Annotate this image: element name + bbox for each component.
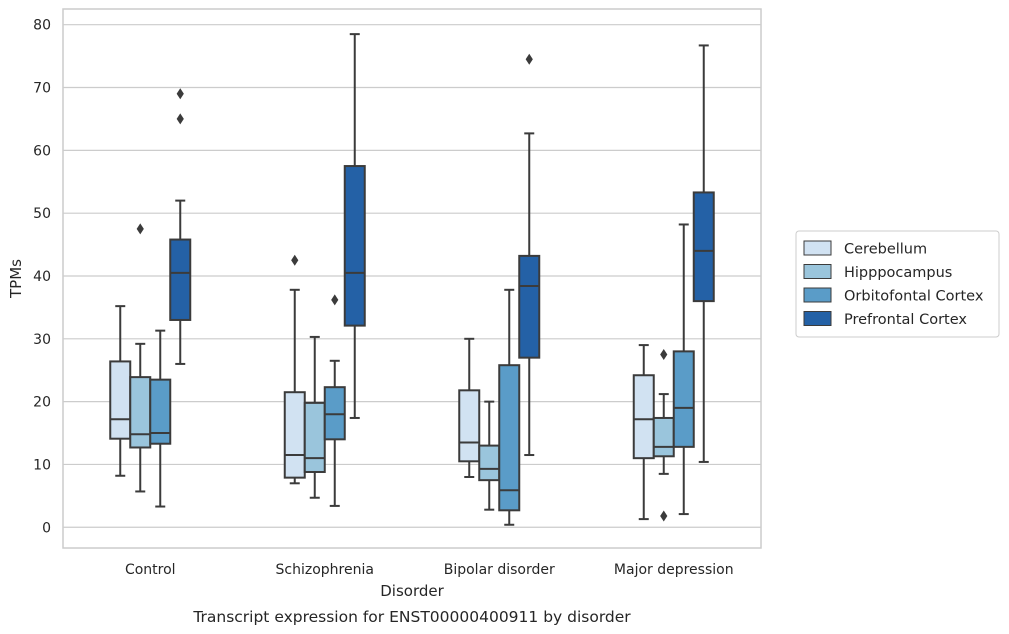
box-orbitofontal-cortex [498, 288, 521, 526]
interquartile-box [692, 191, 715, 303]
interquartile-box [303, 401, 326, 473]
y-tick-label: 20 [33, 395, 51, 411]
interquartile-box [109, 360, 132, 440]
interquartile-box [632, 374, 655, 460]
interquartile-box [169, 238, 192, 321]
box-cerebellum [109, 305, 132, 477]
interquartile-box [283, 391, 306, 479]
legend-label: Hipppocampus [844, 265, 952, 281]
y-tick-label: 40 [33, 269, 51, 285]
box-cerebellum [283, 254, 306, 485]
y-tick-label: 30 [33, 332, 51, 348]
interquartile-box [129, 376, 152, 449]
box-hipppocampus [303, 335, 326, 499]
legend-label: Cerebellum [844, 242, 927, 258]
legend-label: Prefrontal Cortex [844, 312, 967, 328]
y-tick-labels: 0 10 20 30 40 50 60 70 80 [33, 18, 51, 537]
box-hipppocampus [478, 400, 501, 511]
box-cerebellum [632, 344, 655, 521]
box-orbitofontal-cortex [672, 223, 695, 516]
interquartile-box [343, 165, 366, 327]
outlier-point [331, 294, 339, 306]
box-orbitofontal-cortex [323, 294, 346, 507]
interquartile-box [149, 378, 172, 445]
x-tick-label: Bipolar disorder [444, 562, 555, 578]
box-hipppocampus [129, 223, 152, 493]
outlier-point [660, 510, 668, 522]
y-tick-label: 80 [33, 18, 51, 34]
legend: Cerebellum Hipppocampus Orbitofontal Corte… [795, 230, 1000, 338]
x-tick-label: Schizophrenia [276, 562, 374, 578]
box-prefrontal-cortex [169, 88, 192, 365]
legend-swatch [803, 240, 832, 256]
outlier-point [176, 113, 184, 125]
legend-frame [795, 230, 1000, 338]
interquartile-box [652, 416, 675, 458]
outlier-point [525, 53, 533, 65]
box-orbitofontal-cortex [149, 329, 172, 508]
outlier-point [176, 88, 184, 100]
plot-area-frame [62, 8, 762, 549]
y-tick-label: 50 [33, 206, 51, 222]
interquartile-box [458, 389, 481, 463]
legend-swatch [803, 311, 832, 326]
outlier-point [660, 349, 668, 361]
y-axis-label: TPMs [7, 259, 25, 299]
boxes [109, 33, 715, 526]
interquartile-box [672, 350, 695, 448]
legend-swatch [803, 264, 832, 279]
interquartile-box [498, 364, 521, 512]
box-hipppocampus [652, 349, 675, 522]
outlier-point [136, 223, 144, 235]
box-prefrontal-cortex [343, 33, 366, 419]
y-tick-label: 10 [33, 457, 51, 473]
legend-swatch [803, 287, 832, 303]
x-tick-labels: Control Schizophrenia Bipolar disorder Majo… [125, 562, 734, 578]
x-tick-label: Control [125, 562, 176, 578]
legend-label: Orbitofontal Cortex [844, 289, 984, 305]
chart-caption: Transcript expression for ENST0000040091… [192, 608, 631, 626]
box-prefrontal-cortex [518, 53, 541, 457]
y-tick-label: 70 [33, 81, 51, 97]
interquartile-box [518, 254, 541, 359]
box-prefrontal-cortex [692, 44, 715, 463]
x-tick-label: Major depression [614, 562, 734, 578]
y-tick-label: 0 [42, 520, 51, 536]
interquartile-box [478, 444, 501, 482]
y-tick-label: 60 [33, 143, 51, 159]
box-cerebellum [458, 337, 481, 479]
outlier-point [291, 254, 299, 266]
x-axis-label: Disorder [380, 582, 444, 600]
